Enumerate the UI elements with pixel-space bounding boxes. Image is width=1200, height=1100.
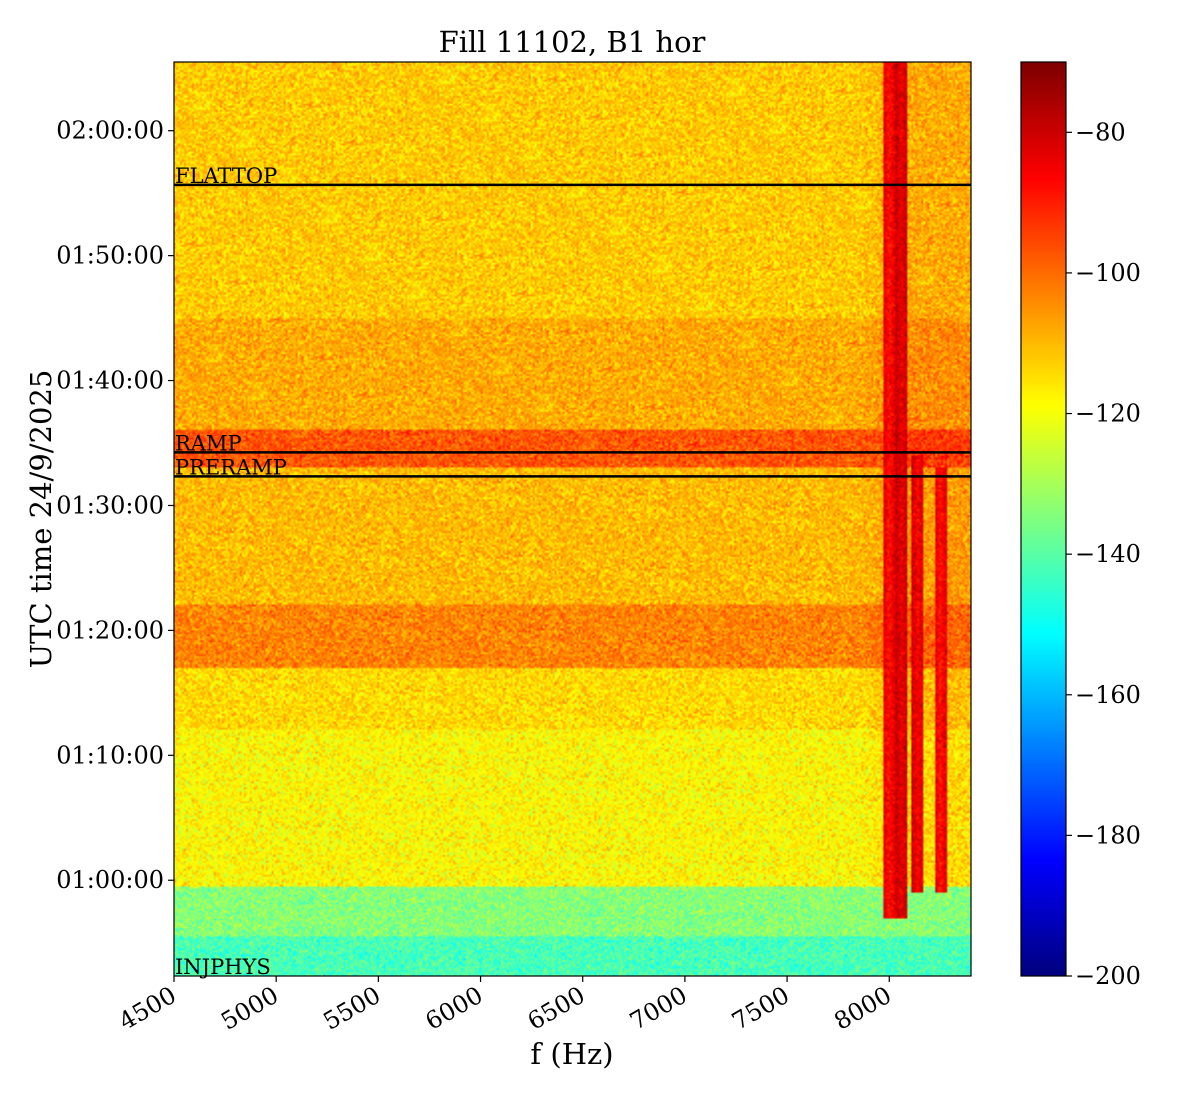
spectrogram-heatmap: [174, 62, 971, 976]
colorbar-frame: [1020, 61, 1067, 977]
y-axis: 01:00:00 01:10:00 01:20:00 01:30:00 01:40:00…: [56, 117, 174, 894]
event-label: INJPHYS: [175, 955, 271, 979]
colorbar: −80 −100 −120 −140 −160 −180 −200: [1020, 61, 1141, 990]
y-tick-label: 01:00:00: [56, 866, 164, 894]
colorbar-ticks: −80 −100 −120 −140 −160 −180 −200: [1066, 118, 1141, 990]
colorbar-tick-label: −180: [1075, 821, 1141, 849]
colorbar-tick-label: −80: [1075, 118, 1126, 146]
x-tick-label: 5500: [318, 981, 385, 1036]
event-label: RAMP: [175, 431, 242, 455]
chart-title: Fill 11102, B1 hor: [439, 25, 706, 59]
colorbar-tick-label: −200: [1075, 962, 1141, 990]
plot-frame: [173, 61, 972, 977]
colorbar-tick-label: −120: [1075, 400, 1141, 428]
y-tick-label: 01:10:00: [56, 741, 164, 769]
y-tick-label: 02:00:00: [56, 117, 164, 145]
y-tick-label: 01:50:00: [56, 242, 164, 270]
event-label: FLATTOP: [175, 164, 277, 188]
colorbar-tick-label: −160: [1075, 681, 1141, 709]
x-axis-label: f (Hz): [530, 1037, 613, 1071]
y-tick-label: 01:30:00: [56, 491, 164, 519]
x-tick-label: 7000: [625, 981, 692, 1036]
x-tick-label: 5000: [216, 981, 283, 1036]
event-label: PRERAMP: [175, 455, 287, 479]
x-tick-label: 6000: [421, 981, 488, 1036]
y-axis-label: UTC time 24/9/2025: [24, 370, 58, 669]
x-tick-label: 6500: [523, 981, 590, 1036]
y-tick-label: 01:40:00: [56, 367, 164, 395]
x-tick-label: 4500: [114, 981, 181, 1036]
colorbar-tick-label: −100: [1075, 259, 1141, 287]
colorbar-tick-label: −140: [1075, 540, 1141, 568]
x-axis: 4500 5000 5500 6000 6500 7000 7500 8000: [114, 976, 896, 1036]
x-tick-label: 7500: [727, 981, 794, 1036]
y-tick-label: 01:20:00: [56, 616, 164, 644]
x-tick-label: 8000: [829, 981, 896, 1036]
colorbar-gradient: [1021, 62, 1066, 976]
